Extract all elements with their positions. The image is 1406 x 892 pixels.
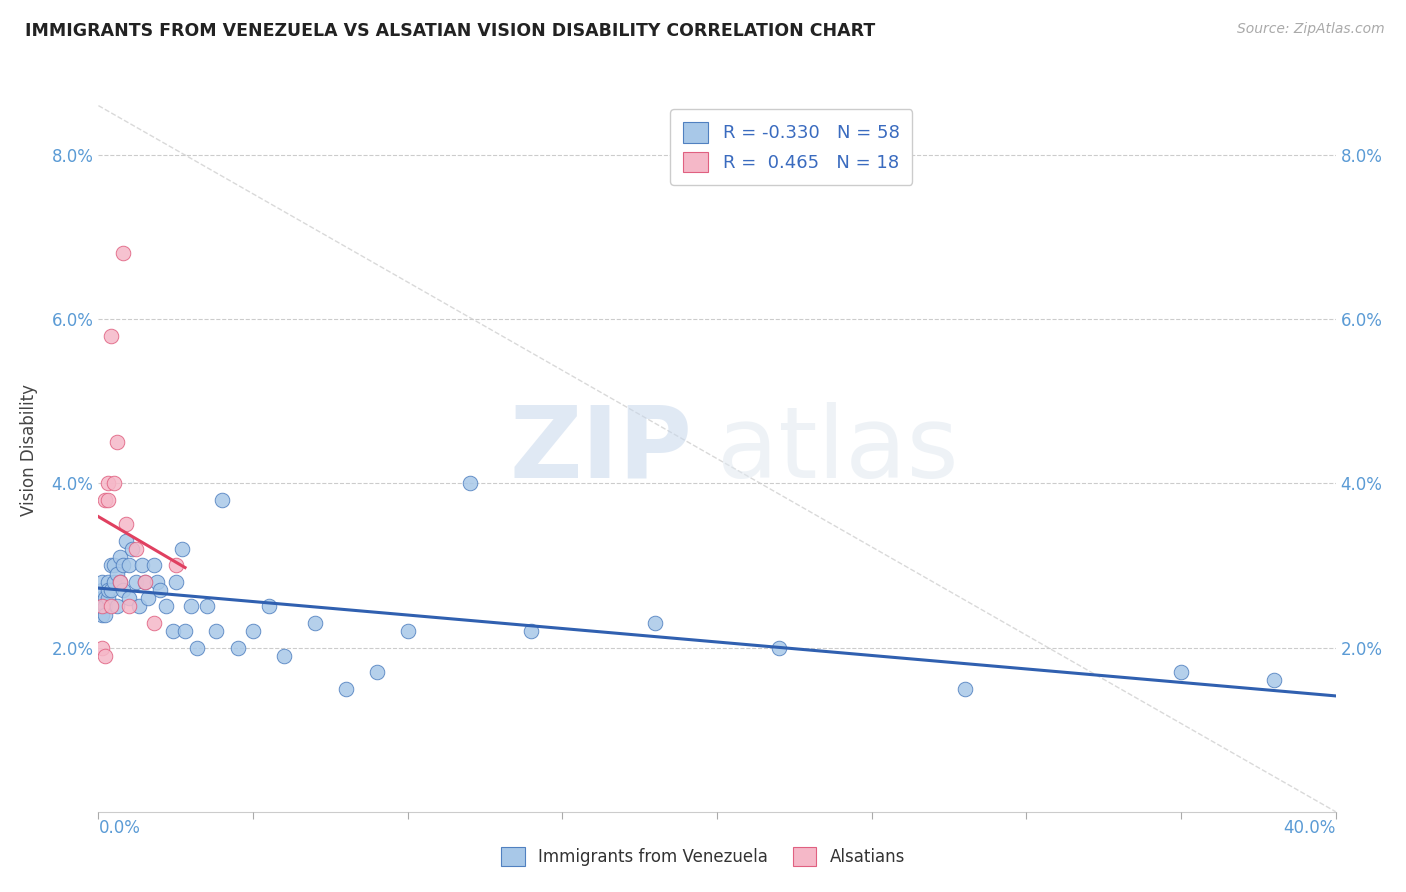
Point (242, 624, 264, 639)
Point (170, 541, 193, 556)
Point (146, 574, 169, 589)
Text: Source: ZipAtlas.com: Source: ZipAtlas.com (1237, 22, 1385, 37)
Point (118, 558, 141, 573)
Point (136, 591, 159, 606)
Text: ZIP: ZIP (509, 402, 692, 499)
Point (97, 492, 120, 507)
Point (105, 435, 128, 450)
Legend: R = -0.330   N = 58, R =  0.465   N = 18: R = -0.330 N = 58, R = 0.465 N = 18 (671, 109, 912, 185)
Point (93, 648, 115, 663)
Point (134, 574, 156, 589)
Point (100, 558, 122, 573)
Point (115, 533, 138, 548)
Point (112, 582, 135, 597)
Point (118, 591, 141, 606)
Point (143, 558, 166, 573)
Point (93, 607, 115, 622)
Point (108, 574, 131, 589)
Point (644, 615, 666, 630)
Point (90, 574, 112, 589)
Point (1263, 673, 1285, 688)
Point (90, 582, 112, 597)
Point (108, 574, 131, 589)
Point (90, 640, 112, 655)
Point (768, 640, 790, 655)
Point (458, 476, 481, 491)
Point (100, 328, 122, 343)
Point (131, 558, 153, 573)
Point (105, 599, 128, 614)
Point (211, 492, 233, 507)
Point (128, 599, 150, 614)
Point (226, 640, 249, 655)
Point (103, 558, 125, 573)
Point (90, 599, 112, 614)
Legend: Immigrants from Venezuela, Alsatians: Immigrants from Venezuela, Alsatians (495, 840, 911, 873)
Text: IMMIGRANTS FROM VENEZUELA VS ALSATIAN VISION DISABILITY CORRELATION CHART: IMMIGRANTS FROM VENEZUELA VS ALSATIAN VI… (25, 22, 876, 40)
Point (103, 574, 125, 589)
Point (93, 591, 115, 606)
Point (108, 550, 131, 565)
Point (124, 541, 146, 556)
Point (90, 607, 112, 622)
Point (97, 582, 120, 597)
Point (118, 599, 141, 614)
Point (396, 624, 419, 639)
Point (155, 599, 177, 614)
Point (205, 624, 228, 639)
Point (105, 566, 128, 581)
Point (115, 517, 138, 532)
Point (124, 574, 146, 589)
Point (90, 599, 112, 614)
Text: atlas: atlas (717, 402, 959, 499)
Point (97, 591, 120, 606)
Point (257, 599, 280, 614)
Point (90, 591, 112, 606)
Point (149, 582, 172, 597)
Point (112, 246, 135, 260)
Point (93, 599, 115, 614)
Point (93, 492, 115, 507)
Point (520, 624, 543, 639)
Point (335, 681, 357, 696)
Point (165, 558, 187, 573)
Point (186, 640, 208, 655)
Point (100, 582, 122, 597)
Point (134, 574, 156, 589)
Point (195, 599, 218, 614)
Point (97, 476, 120, 491)
Point (366, 665, 388, 680)
Text: 0.0%: 0.0% (98, 819, 141, 837)
Point (180, 599, 202, 614)
Point (1170, 665, 1192, 680)
Point (143, 615, 166, 630)
Point (174, 624, 197, 639)
Point (97, 574, 120, 589)
Text: 40.0%: 40.0% (1284, 819, 1336, 837)
Point (100, 599, 122, 614)
Point (162, 624, 184, 639)
Point (165, 574, 187, 589)
Point (103, 476, 125, 491)
Point (953, 681, 976, 696)
Y-axis label: Vision Disability: Vision Disability (20, 384, 38, 516)
Point (273, 648, 295, 663)
Point (121, 541, 143, 556)
Point (112, 558, 135, 573)
Point (304, 615, 326, 630)
